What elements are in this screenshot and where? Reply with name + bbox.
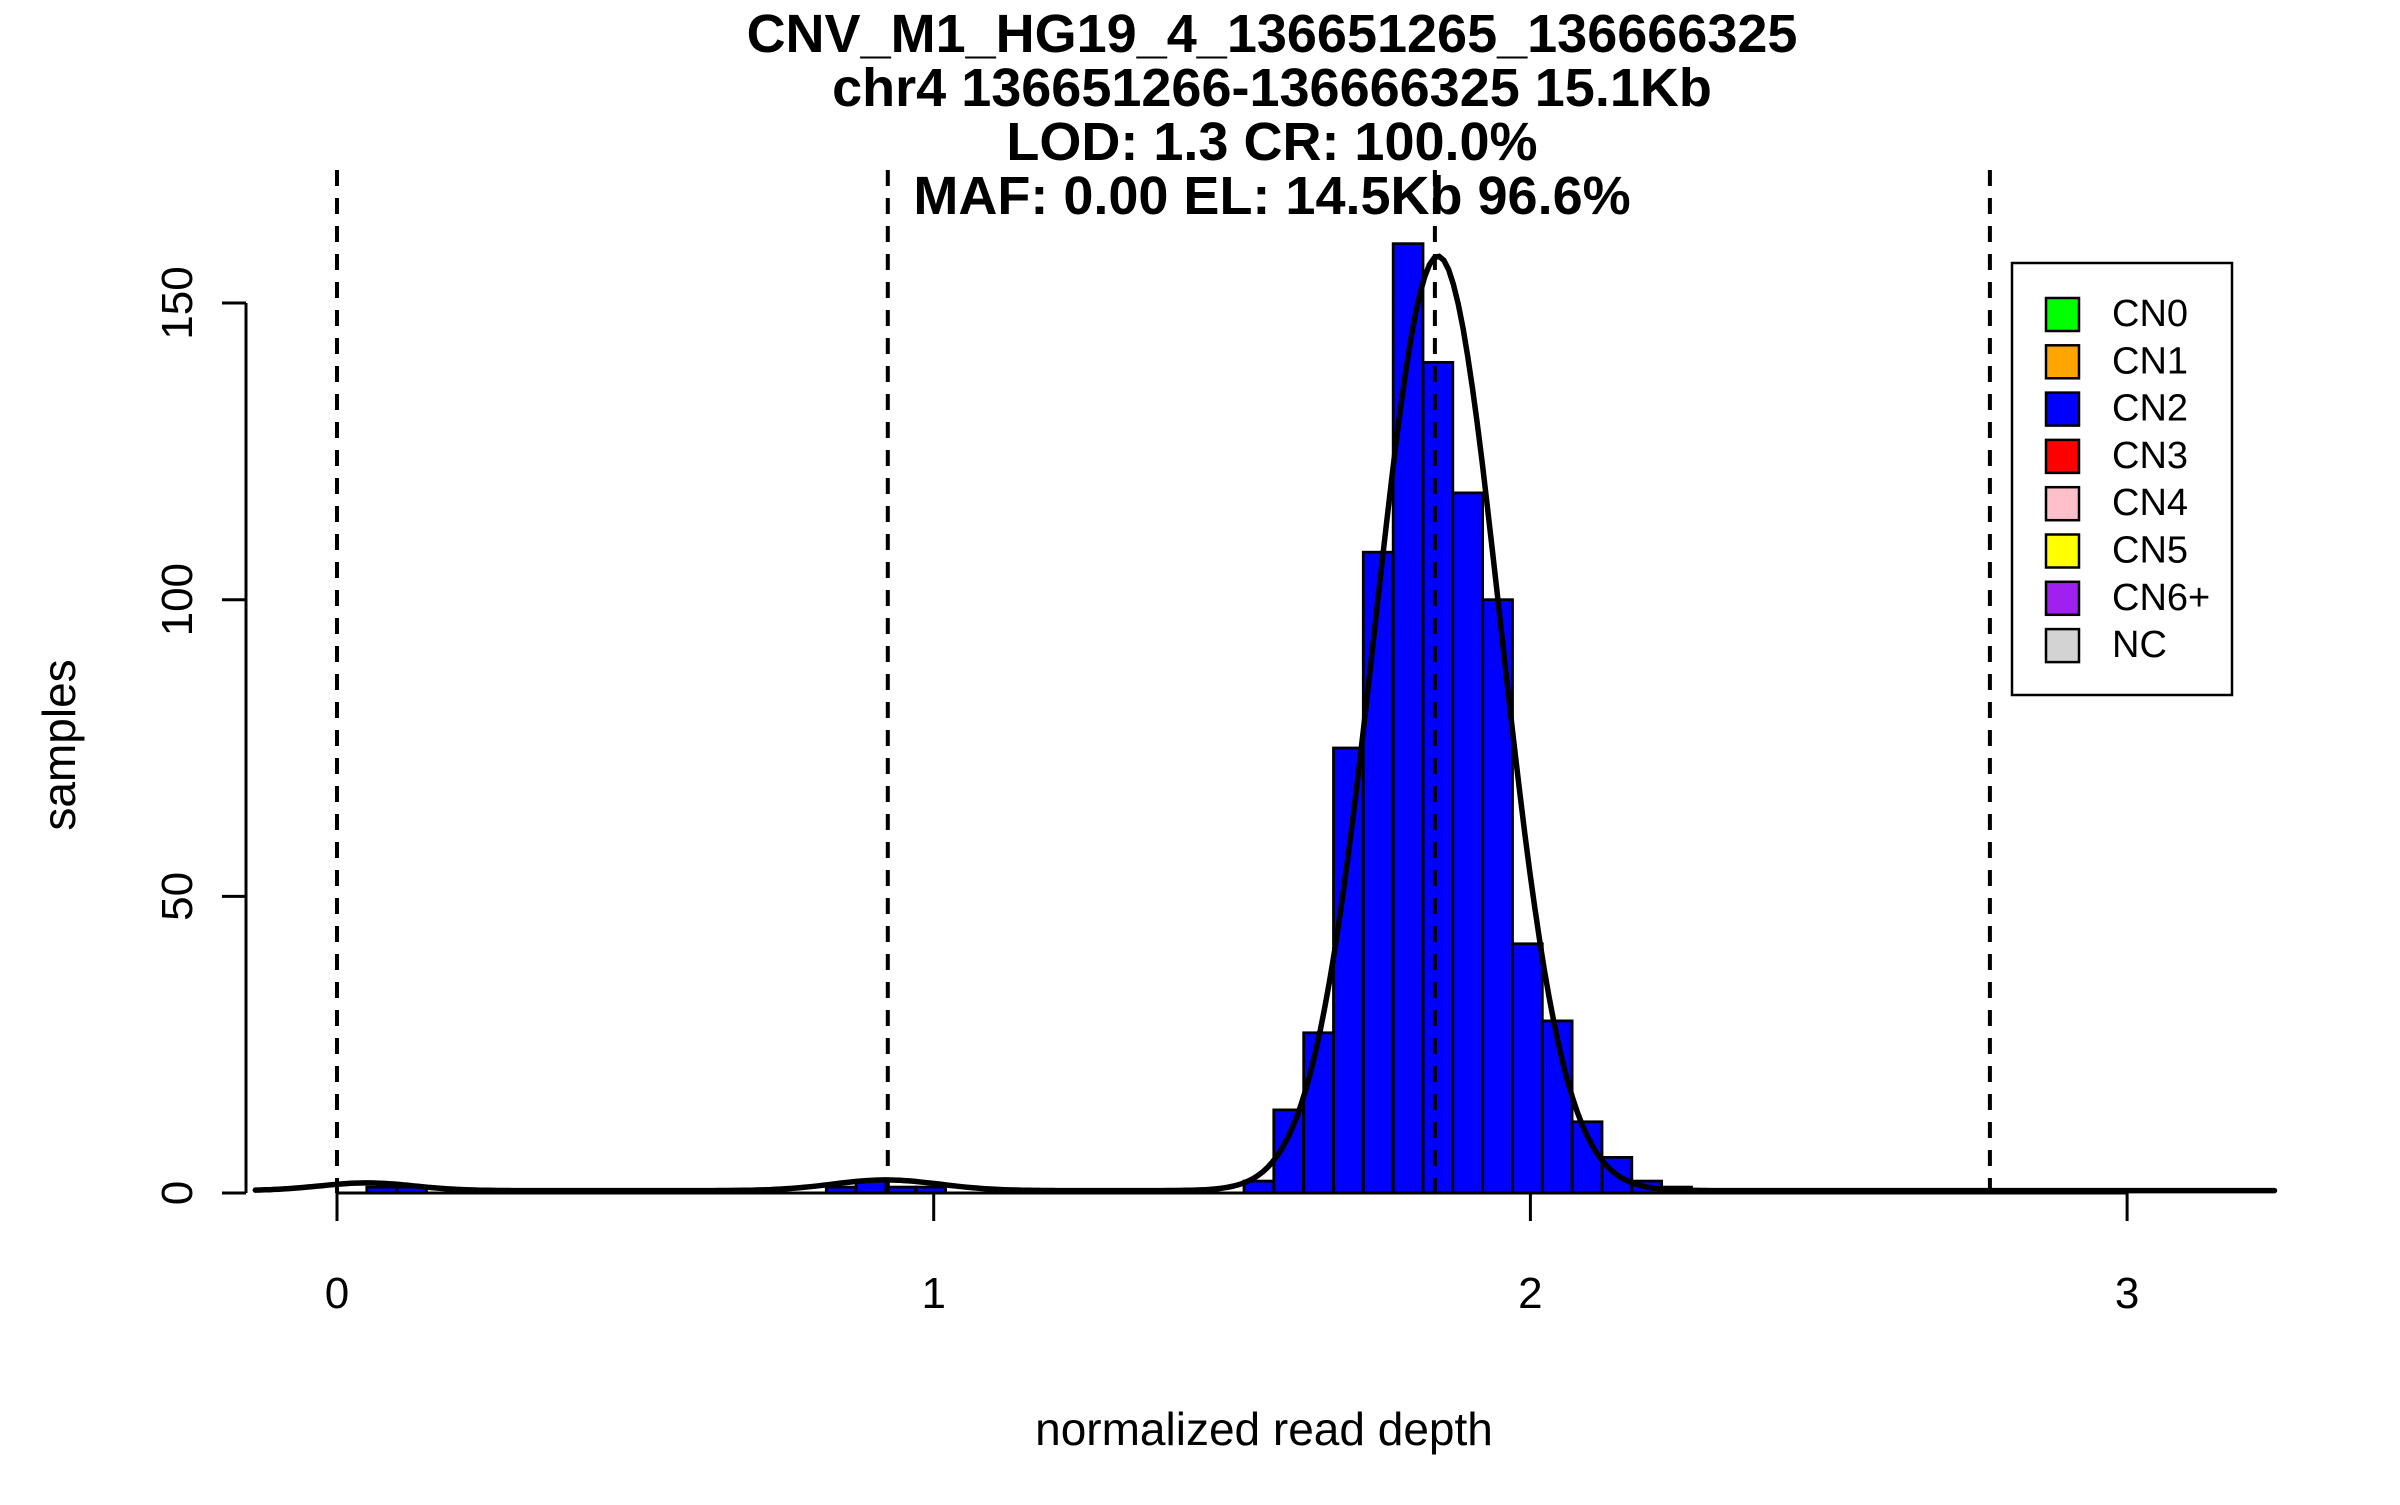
- legend-label-cn0: CN0: [2112, 293, 2188, 335]
- legend-label-cn2: CN2: [2112, 388, 2188, 430]
- histogram-bar: [1511, 942, 1544, 1195]
- legend-label-cn5: CN5: [2112, 530, 2188, 572]
- legend-swatch-cn0: [2044, 296, 2081, 333]
- legend-swatch-cn6plus: [2044, 580, 2081, 617]
- legend-item-nc: NC: [2044, 624, 2167, 666]
- histogram-bar: [1421, 360, 1455, 1195]
- y-axis-title: samples: [33, 659, 85, 830]
- legend-label-cn6plus: CN6+: [2112, 577, 2210, 619]
- legend-item-cn6plus: CN6+: [2044, 577, 2210, 619]
- plot-title-line-1: CNV_M1_HG19_4_136651265_136666325: [747, 4, 1798, 64]
- plot-title-line-4: MAF: 0.00 EL: 14.5Kb 96.6%: [913, 166, 1630, 226]
- histogram-bar: [1391, 242, 1425, 1195]
- legend-item-cn3: CN3: [2044, 435, 2188, 477]
- y-axis: 0 50 100 150 samples: [33, 266, 248, 1205]
- density-curve-layer: [252, 253, 2278, 1194]
- legend-label-cn1: CN1: [2112, 340, 2188, 382]
- legend-swatch-cn1: [2044, 344, 2081, 380]
- density-curve: [252, 253, 2278, 1194]
- x-tick-label-1: 1: [921, 1269, 945, 1318]
- plot-title: CNV_M1_HG19_4_136651265_136666325 chr4 1…: [747, 4, 1798, 226]
- legend: CN0 CN1 CN2 CN3 CN4 CN5: [2010, 261, 2234, 697]
- legend-swatch-cn2: [2044, 391, 2081, 427]
- legend-item-cn0: CN0: [2044, 293, 2188, 335]
- x-tick-label-3: 3: [2115, 1269, 2139, 1318]
- legend-swatch-nc: [2044, 627, 2081, 664]
- y-tick-label-100: 100: [153, 563, 202, 636]
- legend-label-cn4: CN4: [2112, 482, 2188, 524]
- histogram-bar: [1332, 746, 1365, 1195]
- x-axis: 0 1 2 3 normalized read depth: [325, 1191, 2139, 1455]
- x-tick-label-2: 2: [1518, 1269, 1542, 1318]
- plot-title-line-3: LOD: 1.3 CR: 100.0%: [1006, 112, 1537, 172]
- plot-title-line-2: chr4 136651266-136666325 15.1Kb: [832, 58, 1712, 118]
- legend-swatch-cn4: [2044, 485, 2081, 522]
- x-axis-title: normalized read depth: [1035, 1403, 1493, 1455]
- histogram-bar: [1302, 1031, 1335, 1195]
- histogram-bars-layer: [365, 242, 1693, 1195]
- legend-item-cn5: CN5: [2044, 530, 2188, 572]
- histogram-bar: [1451, 491, 1485, 1195]
- legend-label-nc: NC: [2112, 624, 2167, 666]
- legend-item-cn4: CN4: [2044, 482, 2188, 524]
- y-tick-label-50: 50: [153, 872, 202, 921]
- legend-swatch-cn3: [2044, 438, 2081, 475]
- y-tick-label-0: 0: [153, 1181, 202, 1205]
- y-tick-label-150: 150: [153, 266, 202, 339]
- legend-box: [2010, 261, 2234, 697]
- x-tick-label-0: 0: [325, 1269, 349, 1318]
- legend-item-cn1: CN1: [2044, 340, 2188, 382]
- legend-swatch-cn5: [2044, 533, 2081, 569]
- histogram-bar: [1361, 550, 1395, 1195]
- legend-label-cn3: CN3: [2112, 435, 2188, 477]
- legend-item-cn2: CN2: [2044, 388, 2188, 430]
- dashed-guide-lines-layer: [335, 170, 1992, 1193]
